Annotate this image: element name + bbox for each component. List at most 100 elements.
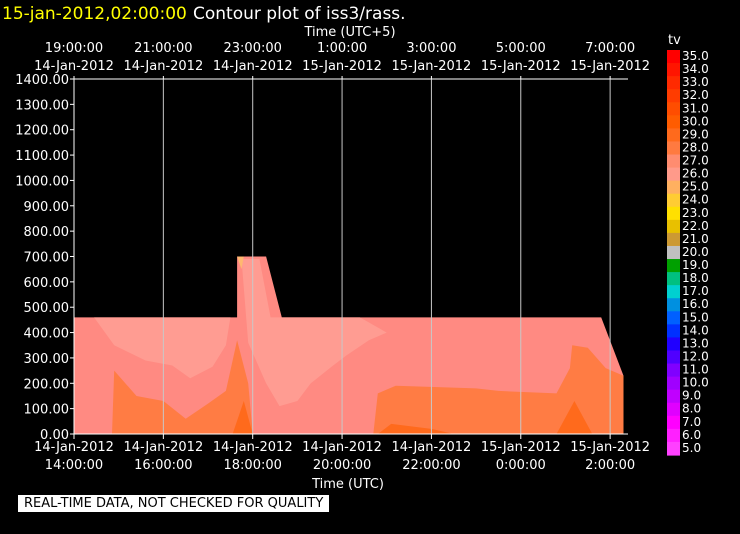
y-tick-label-2: 200.00 — [24, 377, 70, 392]
colorbar-swatch-5 — [667, 115, 680, 129]
contour-region-7 — [556, 401, 593, 434]
colorbar-swatch-26 — [667, 389, 680, 404]
y-tick-label-4: 400.00 — [24, 327, 70, 342]
colorbar-level-19: 16.0 — [682, 297, 709, 311]
contour-region-1 — [94, 317, 231, 379]
colorbar-level-20: 15.0 — [682, 310, 709, 324]
y-tick-label-5: 500.00 — [24, 301, 70, 316]
colorbar-level-1: 34.0 — [682, 62, 709, 76]
y-tick-label-0: 0.00 — [40, 428, 69, 443]
contour-region-2 — [237, 259, 387, 407]
top-tick-date-2: 14-Jan-2012 — [213, 59, 293, 74]
x-tick-date-4: 14-Jan-2012 — [392, 440, 472, 455]
colorbar-level-24: 11.0 — [682, 363, 709, 377]
colorbar-swatch-15 — [667, 245, 680, 260]
grid-lines — [162, 79, 611, 434]
x-tick-time-3: 20:00:00 — [313, 458, 371, 473]
colorbar-level-11: 24.0 — [682, 193, 709, 207]
colorbar-level-30: 5.0 — [682, 441, 701, 455]
colorbar-swatch-4 — [667, 102, 680, 116]
colorbar-level-13: 22.0 — [682, 219, 709, 233]
colorbar-level-23: 12.0 — [682, 349, 709, 363]
colorbar-level-4: 31.0 — [682, 101, 709, 115]
contour-region-8 — [237, 256, 244, 270]
colorbar-level-16: 19.0 — [682, 258, 709, 272]
axes: 14-Jan-2012 14:00:00 14-Jan-2012 16:00:00 14… — [15, 41, 650, 473]
contour-region-5 — [232, 401, 253, 434]
colorbar-swatch-8 — [667, 154, 680, 169]
chart-title: Contour plot of iss3/rass. — [193, 4, 406, 24]
colorbar-swatch-7 — [667, 141, 680, 156]
top-tick-time-3: 1:00:00 — [317, 41, 367, 56]
colorbar-level-18: 17.0 — [682, 284, 709, 298]
colorbar-swatch-25 — [667, 376, 680, 391]
x-tick-time-6: 2:00:00 — [585, 458, 635, 473]
colorbar-label: tv — [668, 33, 681, 48]
colorbar-swatch-18 — [667, 285, 680, 299]
y-tick-label-11: 1100.00 — [15, 149, 69, 164]
header-timestamp: 15-jan-2012,02:00:00 — [2, 4, 187, 24]
colorbar-level-25: 10.0 — [682, 376, 709, 390]
bottom-axis-label: Time (UTC) — [311, 477, 384, 492]
y-tick-label-12: 1200.00 — [15, 124, 69, 139]
colorbar-level-9: 26.0 — [682, 167, 709, 181]
colorbar-level-12: 23.0 — [682, 206, 709, 220]
y-tick-label-7: 700.00 — [24, 251, 70, 266]
top-tick-time-2: 23:00:00 — [224, 41, 282, 56]
x-tick-date-2: 14-Jan-2012 — [213, 440, 293, 455]
y-tick-label-1: 100.00 — [24, 403, 70, 418]
colorbar-level-8: 27.0 — [682, 154, 709, 168]
x-tick-time-4: 22:00:00 — [402, 458, 460, 473]
y-tick-label-13: 1300.00 — [15, 98, 69, 113]
colorbar-swatch-27 — [667, 402, 680, 417]
colorbar-swatch-0 — [667, 50, 680, 64]
colorbar-level-6: 29.0 — [682, 127, 709, 141]
y-tick-label-8: 800.00 — [24, 225, 70, 240]
colorbar-level-3: 32.0 — [682, 88, 709, 102]
x-tick-date-3: 14-Jan-2012 — [302, 440, 382, 455]
colorbar-swatch-16 — [667, 259, 680, 273]
colorbar-swatch-11 — [667, 193, 680, 208]
colorbar-swatch-19 — [667, 298, 680, 312]
contour-region-4 — [373, 345, 624, 434]
top-tick-time-0: 19:00:00 — [45, 41, 103, 56]
top-tick-date-3: 15-Jan-2012 — [302, 59, 382, 74]
colorbar-swatch-13 — [667, 219, 680, 234]
colorbar-swatch-14 — [667, 232, 680, 247]
colorbar-level-0: 35.0 — [682, 49, 709, 63]
colorbar-level-2: 33.0 — [682, 75, 709, 89]
y-tick-label-3: 300.00 — [24, 352, 70, 367]
colorbar-swatch-12 — [667, 206, 680, 221]
colorbar-level-27: 8.0 — [682, 402, 701, 416]
colorbar-level-17: 18.0 — [682, 271, 709, 285]
x-tick-time-0: 14:00:00 — [45, 458, 103, 473]
colorbar-swatch-9 — [667, 167, 680, 182]
y-tick-label-9: 900.00 — [24, 200, 70, 215]
colorbar-swatch-6 — [667, 128, 680, 143]
colorbar-swatch-28 — [667, 415, 680, 430]
colorbar-swatch-30 — [667, 441, 680, 456]
colorbar-swatch-10 — [667, 180, 680, 195]
contour-regions — [74, 256, 624, 434]
colorbar-swatch-23 — [667, 350, 680, 365]
colorbar-level-22: 13.0 — [682, 336, 709, 350]
top-tick-date-6: 15-Jan-2012 — [570, 59, 650, 74]
contour-region-6 — [377, 423, 454, 434]
top-tick-time-5: 5:00:00 — [496, 41, 546, 56]
colorbar-swatch-2 — [667, 76, 680, 90]
y-tick-label-14: 1400.00 — [15, 73, 69, 88]
colorbar-swatch-29 — [667, 428, 680, 443]
top-tick-date-0: 14-Jan-2012 — [34, 59, 114, 74]
top-tick-time-6: 7:00:00 — [585, 41, 635, 56]
colorbar-level-14: 21.0 — [682, 232, 709, 246]
colorbar-level-21: 14.0 — [682, 323, 709, 337]
top-tick-date-4: 15-Jan-2012 — [392, 59, 472, 74]
x-tick-time-2: 18:00:00 — [224, 458, 282, 473]
y-tick-label-10: 1000.00 — [15, 174, 69, 189]
colorbar-swatch-20 — [667, 311, 680, 325]
top-tick-time-4: 3:00:00 — [406, 41, 456, 56]
top-axis-label: Time (UTC+5) — [303, 25, 395, 40]
top-tick-date-1: 14-Jan-2012 — [123, 59, 203, 74]
y-tick-label-6: 600.00 — [24, 276, 70, 291]
